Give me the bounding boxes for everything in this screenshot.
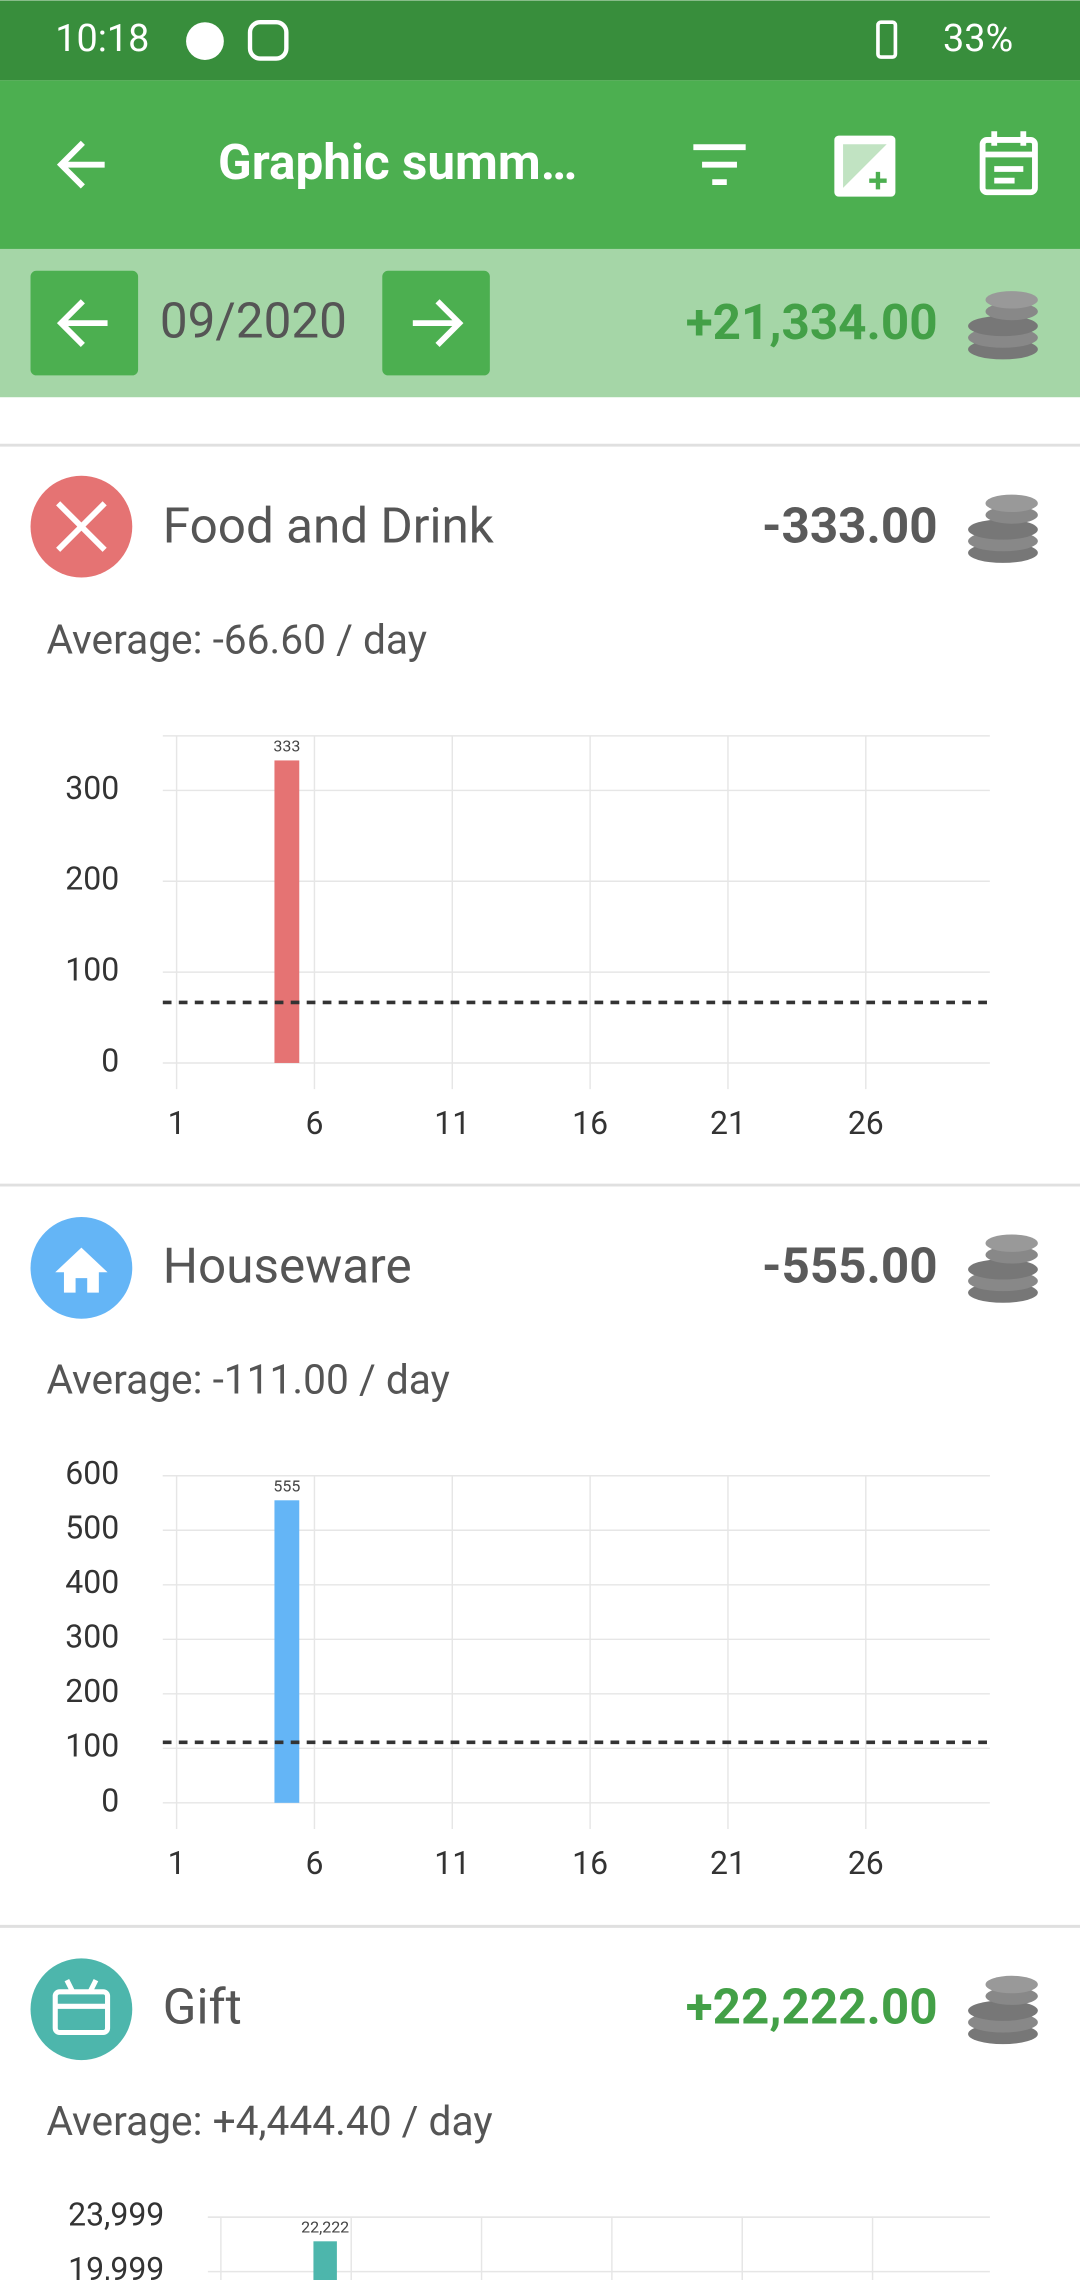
status-time: 10:18 — [55, 17, 149, 61]
x-tick-label: 16 — [572, 1104, 608, 1142]
messenger-icon — [186, 22, 224, 60]
bar — [274, 760, 300, 1063]
prev-arrow — [56, 299, 108, 347]
status-bar — [0, 0, 1080, 81]
bar-value-label: 22,222 — [301, 2217, 349, 2236]
category-average: Average: -66.60 / day — [47, 616, 428, 664]
y-tick-label: 100 — [65, 951, 119, 989]
x-tick-label: 16 — [572, 1844, 608, 1882]
category-amount: +22,222.00 — [686, 1979, 938, 2037]
category-name: Houseware — [163, 1237, 412, 1295]
filter-button[interactable] — [693, 144, 746, 186]
battery: 33% — [943, 17, 1013, 61]
bar-value-label: 555 — [273, 1476, 300, 1495]
x-tick-label: 21 — [710, 1844, 746, 1882]
coins-icon — [968, 1234, 1038, 1303]
x-tick-label: 1 — [168, 1104, 186, 1142]
edit-image-button[interactable] — [834, 135, 896, 197]
category-amount: -333.00 — [762, 498, 938, 556]
y-tick-label: 300 — [65, 1618, 119, 1656]
y-tick-label: 500 — [65, 1509, 119, 1547]
category-name: Gift — [163, 1979, 242, 2037]
y-tick-label: 0 — [101, 1041, 119, 1079]
sections: Food and Drink -333.00 Average: -66.60 / d… — [0, 443, 1080, 2280]
period-bar — [0, 248, 1080, 398]
y-tick-label: 200 — [65, 860, 119, 898]
x-tick-label: 21 — [710, 1104, 746, 1142]
y-tick-label: 600 — [65, 1454, 119, 1492]
x-tick-label: 26 — [848, 1844, 884, 1882]
category-amount: -555.00 — [762, 1237, 938, 1295]
vibrate-icon — [876, 20, 898, 59]
x-tick-label: 11 — [434, 1104, 470, 1142]
y-tick-label: 300 — [65, 769, 119, 807]
bar — [274, 1500, 300, 1803]
calendar-button[interactable] — [979, 131, 1038, 196]
x-tick-label: 11 — [434, 1844, 470, 1882]
bar — [313, 2241, 337, 2280]
category-average: Average: -111.00 / day — [47, 1355, 450, 1403]
app-bar — [0, 80, 1080, 249]
houseware-icon — [30, 1217, 133, 1319]
app-title: Graphic summ… — [218, 134, 577, 192]
period-label: 09/2020 — [160, 293, 347, 351]
category-average: Average: +4,444.40 / day — [47, 2097, 493, 2145]
x-tick-label: 1 — [168, 1844, 186, 1882]
coins-icon — [968, 1975, 1038, 2045]
coins-icon — [968, 494, 1038, 563]
period-total: +21,334.00 — [686, 294, 938, 352]
y-tick-label: 200 — [65, 1672, 119, 1710]
y-tick-label: 23,999 — [68, 2196, 164, 2234]
food-icon — [30, 475, 133, 578]
x-tick-label: 6 — [305, 1844, 323, 1882]
y-tick-label: 0 — [101, 1781, 119, 1819]
y-tick-label: 19,999 — [68, 2250, 164, 2280]
y-tick-label: 400 — [65, 1563, 119, 1601]
instagram-icon — [247, 20, 289, 61]
y-tick-label: 100 — [65, 1727, 119, 1765]
next-arrow — [412, 299, 464, 347]
gift-icon — [30, 1958, 133, 2061]
bar-value-label: 333 — [273, 737, 300, 756]
x-tick-label: 6 — [305, 1104, 323, 1142]
back-button[interactable] — [56, 140, 105, 189]
x-tick-label: 26 — [848, 1104, 884, 1142]
category-name: Food and Drink — [163, 498, 495, 556]
